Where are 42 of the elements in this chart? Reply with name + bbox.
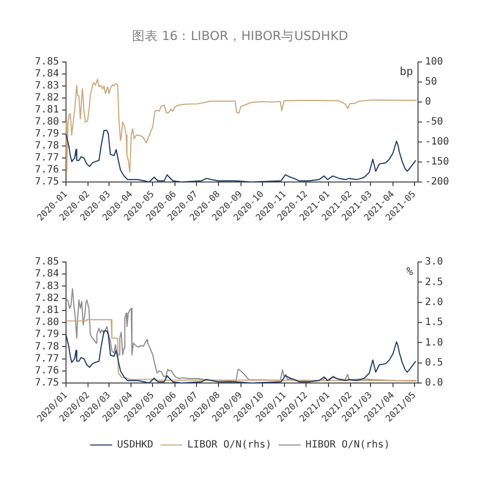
y-tick-label: 7.84	[34, 268, 59, 280]
y-tick-label: 7.83	[34, 80, 59, 92]
y2-tick-label: -200	[425, 176, 450, 188]
y2-tick-label: 2.0	[425, 296, 444, 308]
y-tick-label: 7.77	[34, 152, 59, 164]
y-tick-label: 7.85	[34, 256, 59, 268]
y2-tick-label: -150	[425, 156, 450, 168]
y-tick-label: 7.81	[34, 104, 59, 116]
y-tick-label: 7.76	[34, 365, 59, 376]
y2-axis-title: %	[406, 264, 414, 278]
y-tick-label: 7.83	[34, 280, 59, 292]
y-tick-label: 7.75	[34, 378, 59, 389]
y2-tick-label: -50	[425, 116, 444, 128]
chart-title: 图表 16：LIBOR，HIBOR与USDHKD	[130, 28, 350, 44]
y-tick-label: 7.80	[34, 116, 59, 128]
y-tick-label: 7.85	[34, 56, 59, 68]
y2-tick-label: 100	[425, 56, 444, 68]
y-tick-label: 7.75	[34, 176, 59, 188]
y-tick-label: 7.82	[34, 92, 59, 104]
legend-label: HIBOR O/N(rhs)	[306, 440, 390, 451]
y2-tick-label: 1.5	[425, 317, 444, 328]
y-tick-label: 7.78	[34, 140, 59, 152]
y-tick-label: 7.82	[34, 292, 59, 304]
y2-tick-label: 1.0	[425, 337, 444, 348]
y2-tick-label: 2.5	[425, 276, 444, 288]
y2-tick-label: 0	[425, 96, 432, 108]
y2-tick-label: 3.0	[425, 256, 444, 268]
y-tick-label: 7.79	[34, 128, 59, 140]
y-tick-label: 7.78	[34, 341, 59, 352]
y-tick-label: 7.76	[34, 164, 59, 176]
y-tick-label: 7.84	[34, 68, 59, 80]
y-tick-label: 7.77	[34, 353, 59, 364]
y2-tick-label: 0.5	[425, 357, 444, 368]
y2-axis-title: bp	[400, 64, 413, 78]
y-tick-label: 7.79	[34, 329, 59, 340]
y2-tick-label: -100	[425, 136, 450, 148]
y2-tick-label: 0.0	[425, 378, 444, 389]
legend-label: USDHKD	[117, 440, 154, 451]
y2-tick-label: 50	[425, 76, 438, 88]
y-tick-label: 7.80	[34, 317, 59, 328]
y-tick-label: 7.81	[34, 304, 59, 316]
legend-label: LIBOR O/N(rhs)	[187, 440, 272, 451]
